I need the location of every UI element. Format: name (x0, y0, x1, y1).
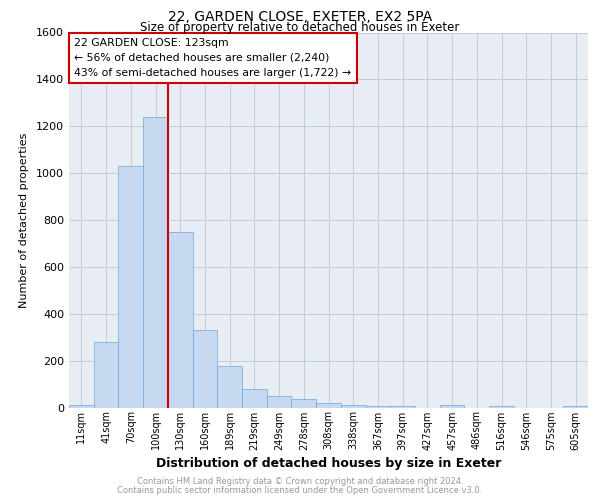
Bar (217, 366, 242, 408)
Bar (292, 400, 316, 407)
Bar (563, 406, 588, 408)
Bar (316, 403, 341, 407)
X-axis label: Distribution of detached houses by size in Exeter: Distribution of detached houses by size … (156, 456, 501, 469)
Bar (168, 232, 193, 408)
Bar (489, 406, 514, 408)
Text: 22, GARDEN CLOSE, EXETER, EX2 5PA: 22, GARDEN CLOSE, EXETER, EX2 5PA (168, 10, 432, 24)
Bar (193, 330, 217, 407)
Bar (118, 166, 143, 408)
Text: Contains public sector information licensed under the Open Government Licence v3: Contains public sector information licen… (118, 486, 482, 495)
Y-axis label: Number of detached properties: Number of detached properties (19, 132, 29, 308)
Bar (267, 396, 292, 407)
Bar (69, 405, 94, 407)
Bar (440, 404, 464, 407)
Bar (94, 342, 118, 407)
Text: Contains HM Land Registry data © Crown copyright and database right 2024.: Contains HM Land Registry data © Crown c… (137, 477, 463, 486)
Bar (341, 405, 365, 407)
Bar (390, 406, 415, 408)
Bar (365, 406, 390, 408)
Bar (143, 117, 168, 408)
Text: 22 GARDEN CLOSE: 123sqm
← 56% of detached houses are smaller (2,240)
43% of semi: 22 GARDEN CLOSE: 123sqm ← 56% of detache… (74, 38, 352, 78)
Bar (242, 389, 267, 407)
Text: Size of property relative to detached houses in Exeter: Size of property relative to detached ho… (140, 21, 460, 34)
